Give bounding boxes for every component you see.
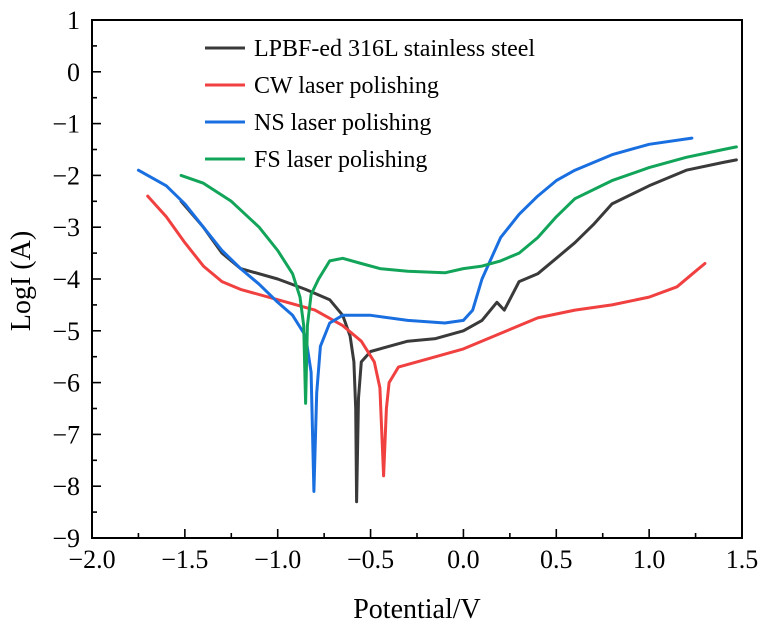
x-tick-label: 1.5 [726, 545, 759, 574]
y-tick-label: −2 [52, 161, 80, 190]
x-tick-label: 0.5 [540, 545, 573, 574]
x-axis-title: Potential/V [353, 594, 481, 625]
y-tick-label: −1 [52, 110, 80, 139]
y-tick-label: −8 [52, 472, 80, 501]
x-tick-label: 0.0 [447, 545, 480, 574]
y-tick-label: −9 [52, 524, 80, 553]
y-tick-label: −4 [52, 265, 80, 294]
x-tick-label: −2.0 [68, 545, 115, 574]
x-tick-label: −1.0 [254, 545, 301, 574]
y-tick-label: −6 [52, 369, 80, 398]
series-line-0 [179, 158, 738, 504]
series-line-3 [179, 145, 738, 405]
series-line-1 [146, 194, 707, 478]
series-line-2 [136, 136, 694, 493]
x-tick-label: 1.0 [633, 545, 666, 574]
legend: LPBF-ed 316L stainless steel CW laser pol… [205, 36, 535, 173]
y-tick-label: 1 [67, 6, 80, 35]
legend-label-0: LPBF-ed 316L stainless steel [254, 36, 535, 62]
x-tick-label: −0.5 [347, 545, 394, 574]
x-tick-label: −1.5 [161, 545, 208, 574]
legend-label-2: NS laser polishing [254, 110, 431, 136]
y-axis-title: LogI (A) [6, 231, 37, 331]
ticks-layer: −2.0 −1.5 −1.0 −0.5 0.0 0.5 1.0 1.5 1 0 −1 −2 −3 −4 −5… [52, 6, 758, 574]
y-tick-label: −5 [52, 317, 80, 346]
y-tick-label: −3 [52, 213, 80, 242]
y-tick-label: −7 [52, 420, 80, 449]
legend-label-3: FS laser polishing [254, 147, 427, 173]
series-layer [136, 136, 738, 504]
y-tick-label: 0 [67, 58, 80, 87]
legend-label-1: CW laser polishing [254, 73, 439, 99]
